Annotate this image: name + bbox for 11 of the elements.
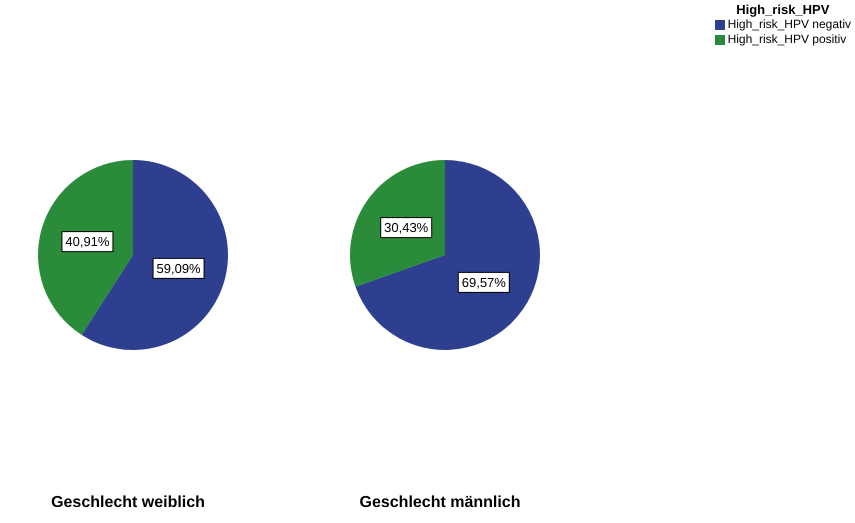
data-label: 40,91% (65, 234, 110, 250)
legend-title: High_risk_HPV (735, 2, 830, 17)
pie-slice (38, 160, 133, 335)
data-label: 59,09% (156, 260, 202, 276)
text: Geschlecht weiblich (50, 494, 206, 512)
pie-slice (355, 160, 540, 350)
data-label: 30,43% (384, 220, 429, 236)
text: Geschlecht männlich (358, 494, 522, 512)
data-label: 69,57% (462, 274, 506, 290)
legend-label: High_risk_HPV positiv (728, 32, 846, 47)
legend-label: High_risk_HPV negativ (728, 17, 851, 32)
